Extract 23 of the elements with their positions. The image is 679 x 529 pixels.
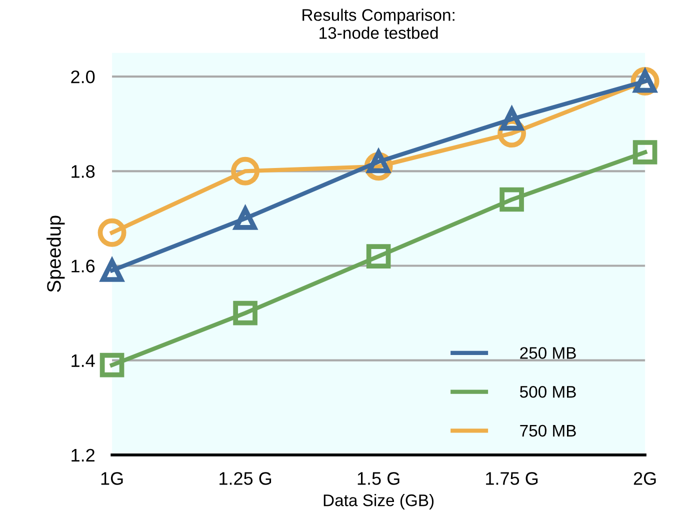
y-tick-label: 1.4 <box>72 354 95 367</box>
y-tick-label: 1.6 <box>72 260 95 272</box>
legend-label: 500 MB <box>520 386 576 398</box>
point <box>366 244 391 268</box>
legend-label: 250 MB <box>520 347 576 359</box>
legend-label: 750 MB <box>520 424 576 437</box>
chart-title: Results Comparison: 13-node testbed <box>302 8 454 39</box>
y-axis-title: Speedup <box>46 216 65 292</box>
point <box>500 187 524 212</box>
point <box>100 352 124 378</box>
y-tick-label: 1.2 <box>72 448 94 462</box>
y-tick-label: 2.0 <box>71 70 95 84</box>
x-tick-label: 1G <box>101 472 123 485</box>
x-tick-label: 1.5 G <box>358 472 400 485</box>
x-tick-label: 1.25 G <box>220 472 272 485</box>
x-tick-label: 1.75 G <box>486 472 538 485</box>
point <box>632 140 658 164</box>
point <box>233 300 258 326</box>
point <box>231 156 260 186</box>
x-tick-label: 2G <box>634 472 656 485</box>
point <box>98 218 126 247</box>
y-tick-label: 1.8 <box>72 165 95 178</box>
x-axis-title: Data Size (GB) <box>324 494 434 510</box>
